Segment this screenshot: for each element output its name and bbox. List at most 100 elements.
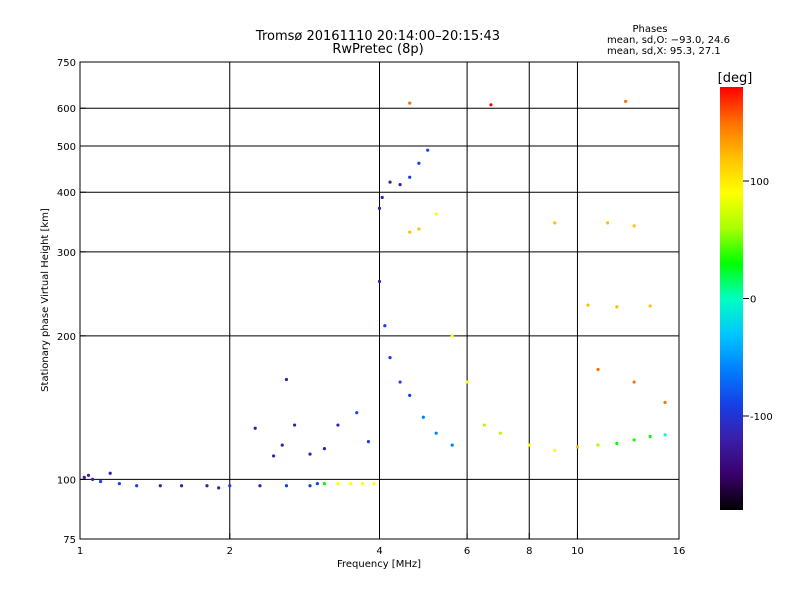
x-tick-label: 16: [673, 546, 686, 557]
data-point: [615, 441, 619, 445]
data-point: [648, 304, 652, 308]
data-point: [315, 481, 319, 486]
data-point: [586, 303, 590, 307]
data-point: [336, 423, 340, 427]
data-point: [82, 475, 86, 479]
data-point: [615, 305, 619, 309]
data-point: [398, 182, 402, 187]
data-point: [408, 175, 412, 179]
data-points: [82, 99, 667, 490]
data-point: [284, 377, 289, 382]
data-point: [663, 400, 667, 405]
data-point: [632, 380, 636, 384]
data-point: [377, 206, 382, 210]
colorbar-tick-label: 100: [750, 177, 769, 188]
data-point: [498, 431, 503, 435]
data-point: [205, 484, 209, 488]
data-point: [86, 473, 91, 477]
data-point: [553, 448, 557, 453]
chart-subtitle: RwPretec (8p): [332, 42, 423, 57]
data-point: [179, 484, 184, 488]
data-point: [366, 440, 371, 444]
stats-o-mode: mean, sd,O: −93.0, 24.6: [607, 35, 730, 46]
data-point: [489, 103, 493, 107]
x-tick-label: 1: [77, 546, 83, 557]
y-tick-label: 200: [57, 332, 76, 343]
data-point: [434, 212, 438, 216]
y-tick-label: 500: [57, 142, 76, 153]
data-point: [380, 195, 384, 200]
data-point: [648, 434, 652, 439]
colorbar: [720, 87, 743, 510]
x-axis: 1 2 4 6 8 10 16: [77, 533, 686, 557]
data-point: [217, 486, 221, 490]
data-point: [284, 484, 289, 488]
colorbar-tick-label: 0: [750, 295, 756, 306]
x-tick-label: 8: [526, 546, 532, 557]
data-point: [253, 426, 257, 430]
data-point: [117, 481, 121, 486]
data-point: [292, 423, 297, 427]
data-point: [575, 445, 580, 449]
x-tick-label: 6: [464, 546, 470, 557]
y-tick-label: 300: [57, 248, 76, 259]
data-point: [553, 221, 557, 225]
data-point: [349, 481, 353, 486]
y-tick-label: 75: [63, 535, 76, 546]
data-point: [596, 367, 600, 372]
x-tick-label: 10: [571, 546, 584, 557]
data-point: [408, 230, 412, 234]
data-point: [336, 481, 340, 486]
data-point: [388, 356, 392, 360]
data-point: [417, 227, 421, 231]
data-point: [465, 380, 469, 384]
data-point: [527, 443, 531, 447]
data-point: [108, 471, 112, 475]
data-point: [450, 334, 454, 338]
colorbar-label: [deg]: [718, 71, 753, 86]
x-axis-label: Frequency [MHz]: [337, 559, 421, 570]
stats-x-mode: mean, sd,X: 95.3, 27.1: [607, 46, 721, 57]
data-point: [258, 484, 262, 488]
data-point: [377, 279, 382, 284]
data-point: [383, 324, 387, 328]
y-axis-label: Stationary phase Virtual Height [km]: [40, 208, 51, 392]
x-tick-label: 2: [227, 546, 233, 557]
data-point: [606, 221, 610, 225]
data-point: [482, 423, 486, 427]
colorbar-axis: 100 0 -100: [743, 177, 773, 423]
data-point: [361, 481, 365, 486]
data-point: [388, 180, 392, 184]
y-tick-label: 750: [57, 58, 76, 69]
y-tick-label: 400: [57, 188, 76, 199]
x-tick-label: 4: [376, 546, 382, 557]
data-point: [271, 454, 276, 458]
data-point: [398, 380, 402, 384]
data-point: [632, 438, 636, 442]
data-point: [450, 443, 454, 447]
data-point: [158, 484, 162, 488]
y-tick-label: 600: [57, 104, 76, 115]
data-point: [426, 148, 430, 152]
data-point: [624, 99, 628, 104]
data-point: [417, 161, 421, 165]
data-point: [355, 411, 359, 415]
data-point: [322, 481, 327, 486]
chart-title: Tromsø 20161110 20:14:00–20:15:43: [255, 29, 500, 44]
data-point: [98, 479, 103, 484]
data-point: [434, 431, 438, 435]
data-point: [663, 433, 667, 437]
data-point: [632, 224, 636, 228]
data-point: [308, 484, 312, 488]
data-point: [308, 452, 312, 456]
data-point: [228, 484, 232, 488]
data-point: [372, 481, 376, 486]
stats-heading: Phases: [632, 24, 667, 35]
grid-lines: [80, 62, 679, 539]
colorbar-tick-label: -100: [750, 412, 773, 423]
data-point: [408, 393, 412, 398]
data-point: [280, 443, 284, 447]
data-point: [421, 415, 425, 419]
data-point: [322, 447, 327, 451]
